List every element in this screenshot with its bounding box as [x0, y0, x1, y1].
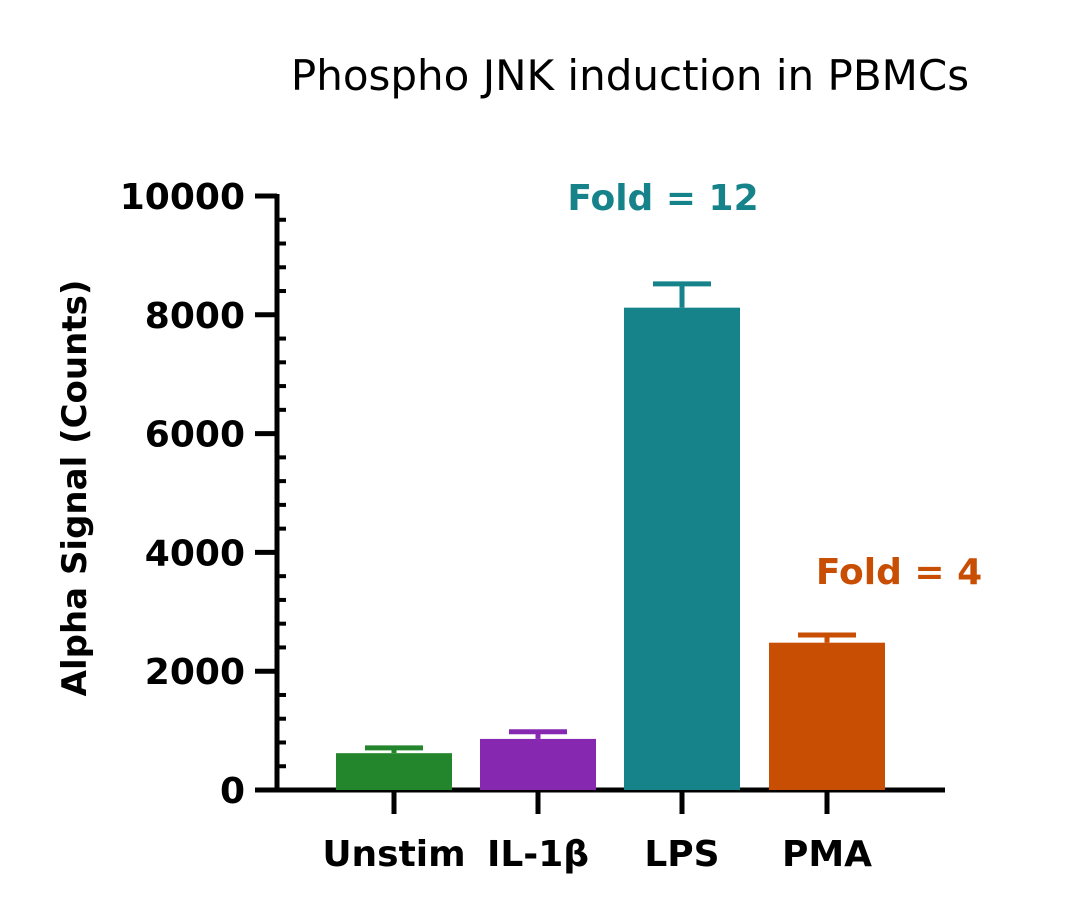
chart-title: Phospho JNK induction in PBMCs	[291, 51, 969, 100]
x-tick-label: PMA	[782, 834, 872, 875]
bar-LPS	[624, 307, 740, 790]
y-axis-label: Alpha Signal (Counts)	[55, 280, 95, 697]
y-tick-label: 8000	[145, 296, 245, 337]
x-axis-ticks: Unstim IL-1β LPS PMA	[322, 790, 872, 875]
fold-annotation-LPS: Fold = 12	[567, 178, 758, 219]
bars	[336, 307, 885, 790]
y-tick-label: 6000	[145, 415, 245, 456]
y-tick-label: 4000	[145, 533, 245, 574]
x-tick-label: Unstim	[322, 834, 465, 875]
bar-IL-1β	[480, 738, 596, 790]
y-tick-label: 0	[220, 771, 245, 812]
y-tick-label: 2000	[145, 652, 245, 693]
x-tick-label: LPS	[644, 834, 719, 875]
x-tick-label: IL-1β	[487, 834, 589, 875]
error-bars	[365, 281, 856, 754]
fold-annotation-PMA: Fold = 4	[816, 552, 982, 593]
bar-PMA	[769, 642, 885, 790]
annotations: Fold = 12 Fold = 4	[567, 178, 982, 593]
y-axis-ticks: 0 2000 4000 6000 8000 10000	[120, 177, 286, 812]
y-tick-label: 10000	[120, 177, 245, 218]
bar-Unstim	[336, 753, 452, 790]
